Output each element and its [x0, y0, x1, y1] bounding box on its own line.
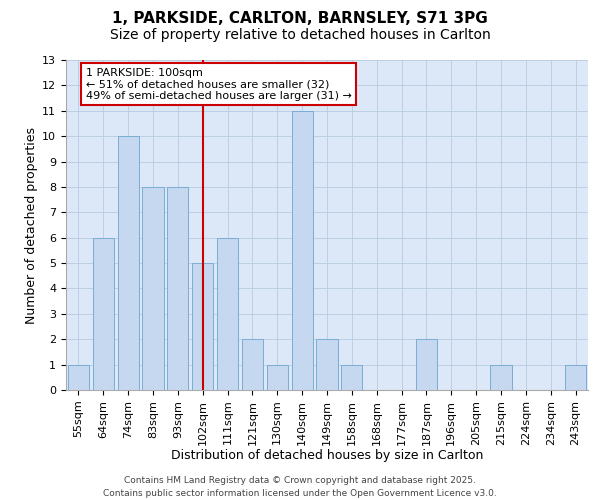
Bar [167, 187, 188, 390]
Bar [267, 364, 288, 390]
Bar [292, 111, 313, 390]
Bar [93, 238, 114, 390]
Bar [118, 136, 139, 390]
Bar [242, 339, 263, 390]
Bar [142, 187, 164, 390]
Bar [68, 364, 89, 390]
Text: Size of property relative to detached houses in Carlton: Size of property relative to detached ho… [110, 28, 490, 42]
Bar [217, 238, 238, 390]
Bar [490, 364, 512, 390]
Y-axis label: Number of detached properties: Number of detached properties [25, 126, 38, 324]
Bar [192, 263, 213, 390]
Bar [316, 339, 338, 390]
Text: 1, PARKSIDE, CARLTON, BARNSLEY, S71 3PG: 1, PARKSIDE, CARLTON, BARNSLEY, S71 3PG [112, 11, 488, 26]
X-axis label: Distribution of detached houses by size in Carlton: Distribution of detached houses by size … [171, 449, 483, 462]
Text: Contains HM Land Registry data © Crown copyright and database right 2025.
Contai: Contains HM Land Registry data © Crown c… [103, 476, 497, 498]
Bar [416, 339, 437, 390]
Text: 1 PARKSIDE: 100sqm
← 51% of detached houses are smaller (32)
49% of semi-detache: 1 PARKSIDE: 100sqm ← 51% of detached hou… [86, 68, 352, 101]
Bar [565, 364, 586, 390]
Bar [341, 364, 362, 390]
